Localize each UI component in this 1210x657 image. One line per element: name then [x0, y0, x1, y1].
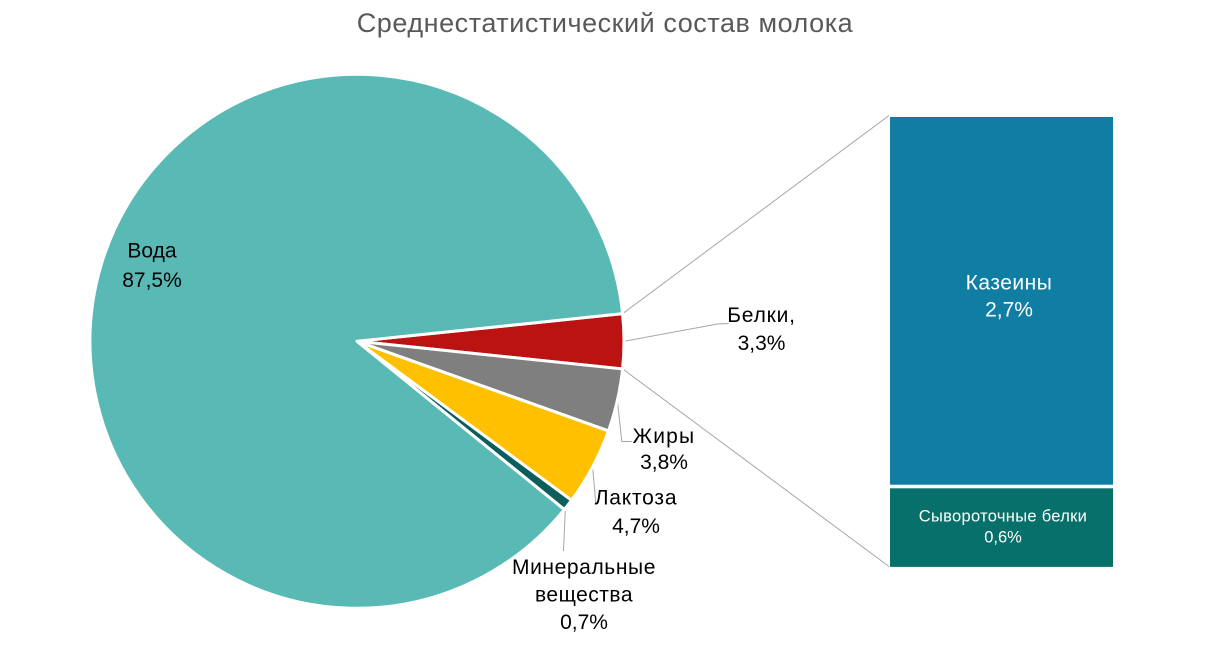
svg-text:3,8%: 3,8% [640, 451, 688, 474]
svg-text:Казеины: Казеины [966, 272, 1053, 295]
svg-text:4,7%: 4,7% [612, 515, 660, 538]
svg-text:Вода: Вода [127, 240, 176, 263]
svg-text:Сывороточные белки: Сывороточные белки [919, 508, 1087, 526]
svg-text:2,7%: 2,7% [985, 299, 1033, 322]
svg-text:Среднестатистический состав мо: Среднестатистический состав молока [357, 8, 854, 38]
svg-text:0,7%: 0,7% [560, 611, 608, 634]
svg-text:87,5%: 87,5% [122, 269, 182, 292]
svg-text:вещества: вещества [535, 584, 633, 607]
svg-text:3,3%: 3,3% [738, 332, 786, 355]
svg-text:0,6%: 0,6% [984, 529, 1022, 547]
svg-text:Белки,: Белки, [727, 304, 796, 327]
svg-text:Жиры: Жиры [633, 425, 696, 448]
svg-text:Лактоза: Лактоза [595, 487, 678, 510]
svg-text:Минеральные: Минеральные [512, 556, 656, 579]
